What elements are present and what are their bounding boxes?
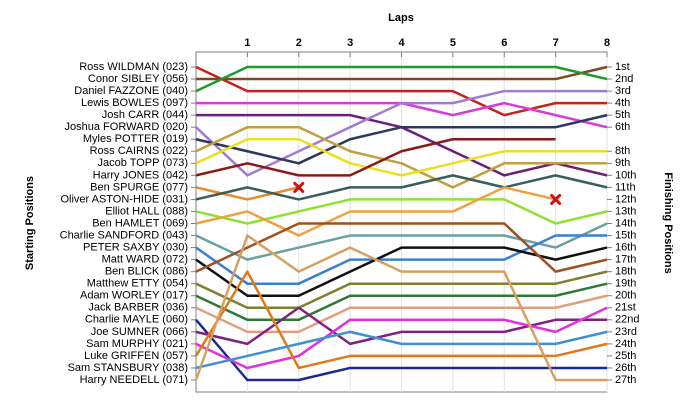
y2-tick-label: 26th: [615, 362, 636, 374]
legend-label: Luke GRIFFEN (057): [84, 350, 188, 362]
y2-tick-label: 24th: [615, 338, 636, 350]
retired-marker: [293, 181, 305, 193]
legend-label: Jacob TOPP (073): [98, 157, 189, 169]
y2-tick-label: 12th: [615, 193, 636, 205]
series-line: [195, 222, 608, 273]
legend-label: Oliver ASTON-HIDE (031): [60, 193, 188, 205]
series-line: [195, 282, 608, 322]
x-tick-label: 3: [347, 37, 353, 49]
y2-tick-label: 4th: [615, 97, 630, 109]
y2-tick-label: 23rd: [615, 326, 637, 338]
y2-axis-title: Finishing Positions: [662, 172, 674, 273]
series-line: [195, 65, 608, 93]
series-line: [196, 65, 608, 81]
legend-label: Harry NEEDELL (071): [80, 374, 188, 386]
legend-label: Joshua FORWARD (020): [65, 121, 188, 133]
y-axis-title: Starting Positions: [24, 176, 36, 270]
series-line: [195, 318, 607, 382]
series-line: [194, 270, 608, 370]
y2-tick-label: 9th: [615, 157, 630, 169]
y2-tick-label: 15th: [615, 229, 636, 241]
series-line: [195, 137, 556, 177]
y2-tick-label: 25th: [615, 350, 636, 362]
legend-label: Ross WILDMAN (023): [79, 61, 188, 73]
legend-label: Lewis BOWLES (097): [81, 97, 188, 109]
y2-tick-label: 11th: [615, 181, 636, 193]
y2-tick-label: 21st: [615, 302, 636, 314]
legend-label: Charlie MAYLE (060): [85, 314, 188, 326]
legend-label: Ross CAIRNS (022): [90, 145, 188, 157]
series-line: [195, 137, 607, 177]
y2-tick-label: 19th: [615, 278, 636, 290]
series-line: [194, 234, 607, 382]
y2-tick-label: 1st: [615, 61, 630, 73]
x-tick-label: 1: [244, 37, 250, 49]
y2-tick-label: 22nd: [615, 314, 639, 326]
series-line: [195, 270, 608, 310]
y2-tick-label: 17th: [615, 254, 636, 266]
legend-label: Sam STANSBURY (038): [68, 362, 188, 374]
x-tick-label: 2: [296, 37, 302, 49]
x-tick-label: 7: [553, 37, 559, 49]
legend-label: Elliot HALL (088): [105, 205, 188, 217]
x-tick-label: 6: [501, 37, 507, 49]
legend-label: Ben HAMLET (069): [92, 217, 188, 229]
legend-label: Adam WORLEY (017): [80, 290, 188, 302]
series-line: [195, 113, 608, 165]
y2-tick-label: 27th: [615, 374, 636, 386]
y2-tick-label: 2nd: [615, 73, 633, 85]
y2-tick-label: 14th: [615, 217, 636, 229]
legend-label: Daniel FAZZONE (040): [74, 85, 188, 97]
series-line: [195, 186, 556, 237]
legend-label: Sam MURPHY (021): [86, 338, 188, 350]
legend-label: Josh CARR (044): [102, 109, 188, 121]
legend-label: PETER SAXBY (030): [83, 241, 188, 253]
legend-label: Conor SIBLEY (056): [88, 73, 188, 85]
legend-label: Ben SPURGE (077): [90, 181, 188, 193]
series-line: [195, 65, 607, 117]
y2-tick-label: 13th: [615, 205, 636, 217]
legend-label: Jack BARBER (036): [88, 302, 188, 314]
y2-tick-label: 6th: [615, 121, 630, 133]
series-line: [195, 174, 608, 201]
series-line: [195, 306, 607, 346]
y2-tick-label: 8th: [615, 145, 630, 157]
y2-tick-label: 5th: [615, 109, 630, 121]
x-tick-label: 4: [398, 37, 405, 49]
y2-tick-label: 10th: [615, 169, 636, 181]
legend-label: Matt WARD (072): [102, 254, 188, 266]
series-line: [195, 125, 607, 189]
series-line: [195, 306, 608, 370]
legend-label: Myles POTTER (019): [83, 133, 188, 145]
legend-label: Ben BLICK (086): [105, 266, 188, 278]
legend-label: Harry JONES (042): [93, 169, 188, 181]
y2-tick-label: 18th: [615, 266, 636, 278]
legend-label: Joe SUMNER (066): [91, 326, 188, 338]
chart-title: Laps: [388, 12, 414, 24]
y2-tick-label: 3rd: [615, 85, 631, 97]
series-line: [195, 186, 300, 201]
y2-tick-label: 20th: [615, 290, 636, 302]
x-tick-label: 5: [450, 37, 456, 49]
retired-marker: [550, 193, 562, 205]
legend-label: Charlie SANDFORD (043): [60, 229, 188, 241]
legend-label: Matthew ETTY (054): [87, 278, 188, 290]
series-line: [195, 234, 607, 285]
y2-tick-label: 16th: [615, 241, 636, 253]
x-tick-label: 8: [604, 37, 610, 49]
